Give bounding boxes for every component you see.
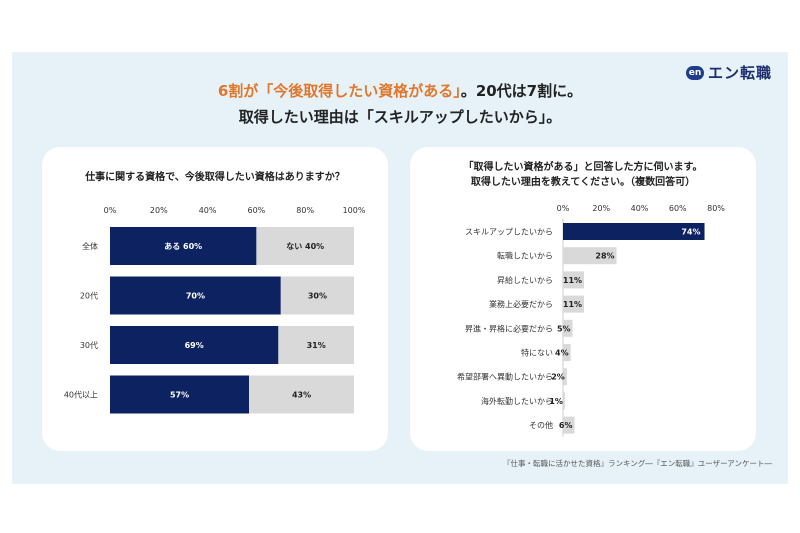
bar-value-label: 11% xyxy=(563,300,582,309)
category-label: 40代以上 xyxy=(64,390,98,400)
right-chart-title-line1: 「取得したい資格がある」と回答した方に伺います。 xyxy=(463,162,703,173)
category-label: 30代 xyxy=(80,340,98,350)
bar-no xyxy=(249,375,354,414)
bar-value-label: ある 60% xyxy=(164,242,202,251)
bar-value-label: 31% xyxy=(307,341,326,350)
bar-value-label: 30% xyxy=(308,292,327,301)
bar xyxy=(563,392,565,410)
bar-yes xyxy=(110,375,250,414)
bar-yes xyxy=(110,276,281,315)
category-label: 昇進・昇格に必要だから xyxy=(465,323,553,333)
x-tick-label: 60% xyxy=(669,204,687,213)
bar xyxy=(563,295,585,313)
bar-value-label: ない 40% xyxy=(286,242,324,251)
bar xyxy=(563,271,585,289)
x-tick-label: 40% xyxy=(631,204,649,213)
reason-bar-chart: 0% 20% 40% 60% 80% スキルアップしたいから 74% 転職したいから 28% 昇給… xyxy=(457,204,725,437)
stacked-bar-chart: 0% 20% 40% 60% 80% 100% 全体 ある 60% ない 40% 20代 70% 30… xyxy=(64,206,366,414)
left-chart-title: 仕事に関する資格で、今後取得したい資格はありますか？ xyxy=(85,172,345,183)
bar xyxy=(563,368,567,386)
x-tick-label: 80% xyxy=(296,206,314,215)
bar-no xyxy=(256,227,354,265)
headline-accent: 6割が「今後取得したい資格がある」 xyxy=(217,82,461,100)
bar xyxy=(563,344,571,361)
bar-yes xyxy=(110,326,279,364)
bar-value-label: 43% xyxy=(292,391,311,400)
bar xyxy=(563,319,573,337)
bar-value-label: 2% xyxy=(551,373,565,382)
x-tick-label: 0% xyxy=(104,206,117,215)
category-label: 海外転勤したいから xyxy=(481,396,553,406)
category-label: スキルアップしたいから xyxy=(465,228,553,237)
bar-value-label: 6% xyxy=(559,421,573,430)
category-label: 全体 xyxy=(82,241,98,251)
x-tick-label: 100% xyxy=(343,206,366,215)
x-tick-label: 40% xyxy=(199,206,217,215)
bar xyxy=(563,416,575,434)
right-chart-panel: 「取得したい資格がある」と回答した方に伺います。 取得したい理由を教えてください… xyxy=(410,147,756,451)
category-label: 特にない xyxy=(521,348,553,358)
x-tick-label: 60% xyxy=(248,206,266,215)
bar-value-label: 4% xyxy=(555,349,569,358)
category-label: 昇給したいから xyxy=(497,275,553,285)
bar-value-label: 74% xyxy=(681,228,700,237)
category-label: 転職したいから xyxy=(497,252,553,261)
x-tick-label: 20% xyxy=(592,204,610,213)
category-label: その他 xyxy=(529,420,553,430)
en-logo: en エン転職 xyxy=(685,62,772,83)
bar xyxy=(563,247,617,265)
right-chart-title-line2: 取得したい理由を教えてください。（複数回答可） xyxy=(470,177,696,188)
x-tick-label: 80% xyxy=(707,204,725,213)
headline-line2: 取得したい理由は「スキルアップしたいから」。 xyxy=(238,108,562,126)
left-chart-panel: 仕事に関する資格で、今後取得したい資格はありますか？ 0% 20% 40% 60% 80… xyxy=(42,147,388,451)
bar-value-label: 28% xyxy=(595,252,614,261)
source-note: 『仕事・転職に活かせた資格』ランキング―『エン転職』ユーザーアンケート― xyxy=(502,459,772,468)
bar-value-label: 70% xyxy=(186,292,205,301)
x-tick-label: 20% xyxy=(150,206,168,215)
en-logo-icon: en xyxy=(685,65,704,80)
bar-value-label: 57% xyxy=(170,391,189,400)
bar xyxy=(563,223,705,240)
bar-no xyxy=(280,276,354,315)
bar-value-label: 1% xyxy=(549,397,563,406)
bar-value-label: 11% xyxy=(563,276,582,285)
headline-rest: 。20代は7割に。 xyxy=(460,82,583,100)
bar-value-label: 69% xyxy=(185,341,204,350)
category-label: 業務上必要だから xyxy=(489,299,553,309)
bar-no xyxy=(278,326,354,364)
headline-line1: 6割が「今後取得したい資格がある」。20代は7割に。 xyxy=(0,80,800,101)
bar-value-label: 5% xyxy=(557,324,571,333)
bar-yes xyxy=(110,227,257,265)
category-label: 20代 xyxy=(80,291,98,301)
logo-text: エン転職 xyxy=(707,64,772,82)
category-label: 希望部署へ異動したいから xyxy=(457,372,553,382)
x-tick-label: 0% xyxy=(557,204,570,213)
